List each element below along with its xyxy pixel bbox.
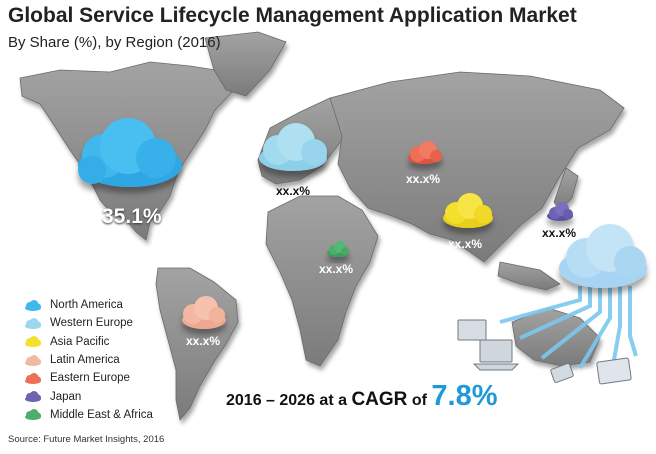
legend-label: North America bbox=[50, 299, 123, 312]
monitor-icon bbox=[457, 319, 487, 341]
tablet-icon bbox=[596, 357, 632, 385]
japan-cloud bbox=[547, 202, 573, 221]
cagr-value: 7.8% bbox=[431, 380, 498, 412]
legend-item: Western Europe bbox=[24, 314, 153, 332]
cloud-network-illustration bbox=[457, 224, 647, 385]
big-blue-cloud bbox=[559, 224, 647, 288]
legend-label: Asia Pacific bbox=[50, 335, 110, 348]
greenland-landmass bbox=[204, 31, 287, 97]
phone-icon bbox=[550, 363, 574, 383]
legend-item: Eastern Europe bbox=[24, 369, 153, 387]
legend-item: Asia Pacific bbox=[24, 333, 153, 351]
legend-item: Middle East & Africa bbox=[24, 406, 153, 424]
legend-cloud-icon bbox=[25, 317, 41, 329]
legend-item: Latin America bbox=[24, 351, 153, 369]
latin-america-cloud bbox=[182, 296, 226, 329]
chart-title: Global Service Lifecycle Management Appl… bbox=[8, 4, 577, 27]
asia-landmass bbox=[329, 71, 625, 263]
legend-cloud-icon bbox=[25, 354, 41, 366]
legend-item: North America bbox=[24, 296, 153, 314]
legend-cloud-icon bbox=[25, 336, 41, 348]
legend-label: Latin America bbox=[50, 354, 120, 367]
cagr-of: of bbox=[407, 392, 432, 409]
western-europe-value: xx.x% bbox=[276, 184, 311, 198]
eastern-europe-cloud bbox=[408, 141, 442, 164]
western-europe-cloud bbox=[259, 123, 327, 171]
legend-label: Eastern Europe bbox=[50, 372, 130, 385]
legend: North America Western Europe Asia Pacific L… bbox=[24, 296, 153, 424]
legend-label: Middle East & Africa bbox=[50, 408, 153, 421]
asia-pacific-value: xx.x% bbox=[448, 237, 483, 251]
legend-cloud-icon bbox=[25, 372, 41, 384]
legend-item: Japan bbox=[24, 387, 153, 405]
source-note: Source: Future Market Insights, 2016 bbox=[8, 434, 165, 445]
australia-landmass bbox=[511, 307, 601, 367]
latin-america-value: xx.x% bbox=[186, 334, 221, 348]
asia-pacific-cloud bbox=[443, 193, 493, 228]
north-america-cloud bbox=[78, 118, 182, 187]
southeast-asia-islands bbox=[497, 261, 561, 291]
middle-east-africa-cloud bbox=[327, 241, 349, 257]
cagr-word: CAGR bbox=[351, 389, 408, 410]
laptop-icon bbox=[472, 339, 520, 371]
eastern-europe-value: xx.x% bbox=[406, 172, 441, 186]
north-america-value: 35.1% bbox=[102, 205, 162, 228]
cagr-prefix: 2016 – 2026 at a bbox=[226, 392, 352, 409]
middle-east-africa-value: xx.x% bbox=[319, 262, 354, 276]
legend-label: Japan bbox=[50, 390, 82, 403]
chart-subtitle: By Share (%), by Region (2016) bbox=[8, 34, 221, 51]
legend-cloud-icon bbox=[25, 299, 41, 311]
legend-cloud-icon bbox=[25, 391, 41, 403]
legend-cloud-icon bbox=[25, 409, 41, 421]
japan-value: xx.x% bbox=[542, 226, 577, 240]
legend-label: Western Europe bbox=[50, 317, 133, 330]
cagr-callout: 2016 – 2026 at a CAGR of 7.8% bbox=[226, 380, 498, 413]
africa-landmass bbox=[265, 195, 379, 367]
